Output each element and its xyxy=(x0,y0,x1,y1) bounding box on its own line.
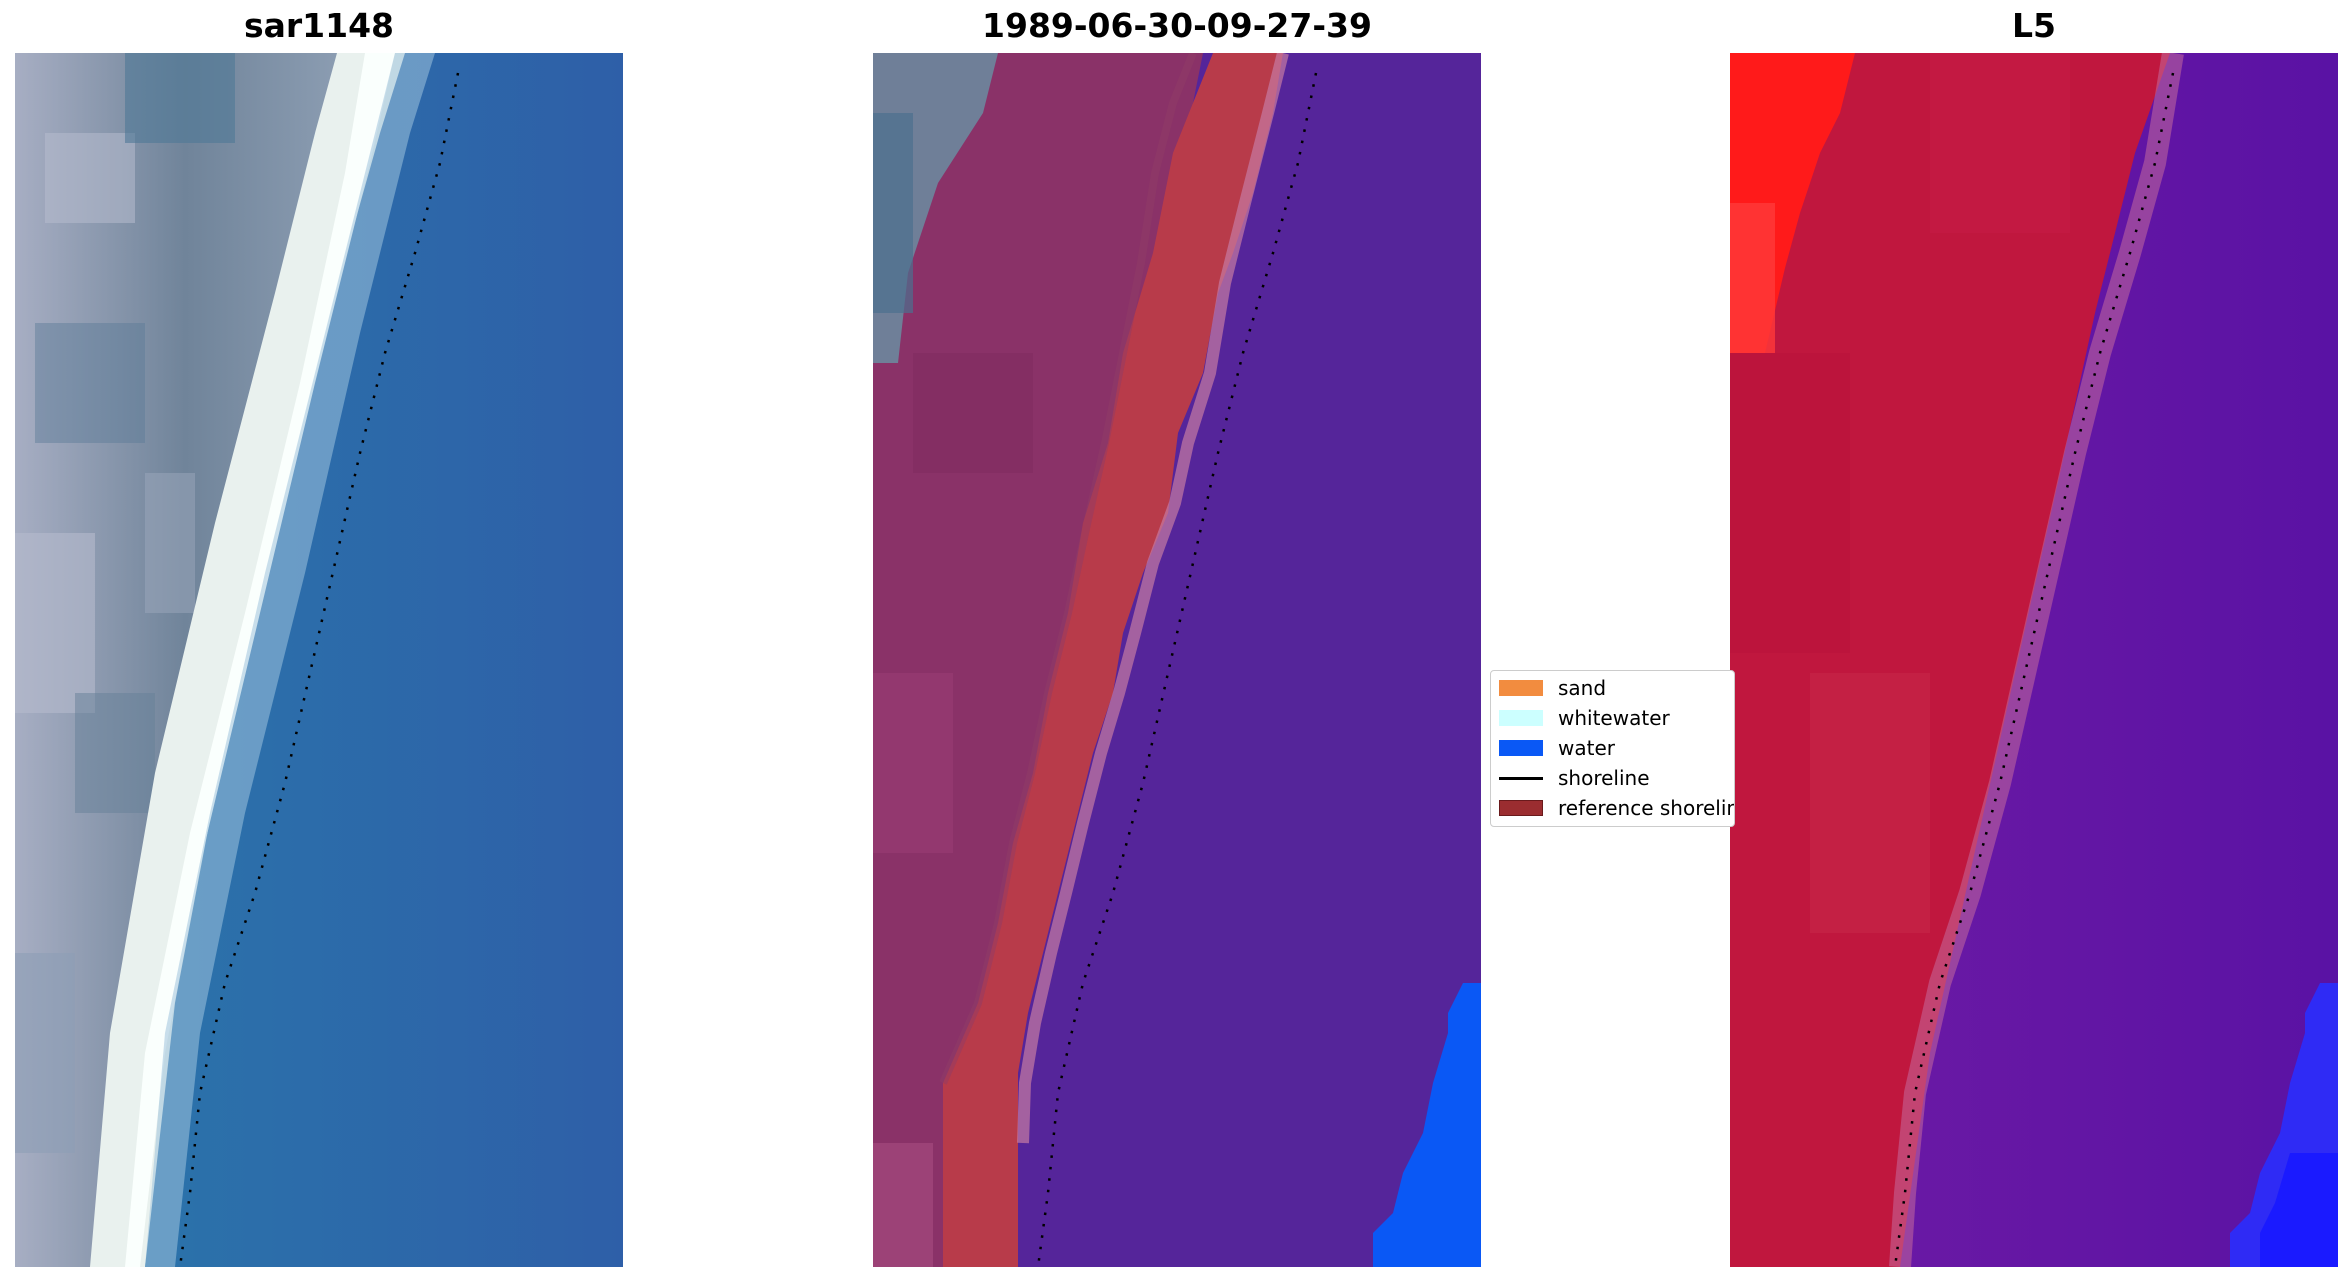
shoreline-line-icon xyxy=(1499,776,1543,780)
legend-item-sand: sand xyxy=(1499,676,1606,700)
l5-image xyxy=(1730,53,2338,1267)
legend-label-reference-shoreline: reference shoreline xyxy=(1558,796,1735,820)
legend-label-sand: sand xyxy=(1558,676,1607,700)
water-swatch xyxy=(1499,740,1543,756)
legend-item-whitewater: whitewater xyxy=(1499,706,1670,730)
legend-label-water: water xyxy=(1558,736,1615,760)
legend-item-reference-shoreline: reference shoreline xyxy=(1499,796,1735,820)
legend-item-shoreline: shoreline xyxy=(1499,766,1650,790)
middle-panel-title: 1989-06-30-09-27-39 xyxy=(982,6,1372,45)
whitewater-swatch xyxy=(1499,710,1543,726)
right-panel-title: L5 xyxy=(2012,6,2056,45)
legend: sand whitewater water shoreline referenc… xyxy=(1490,670,1735,827)
legend-label-whitewater: whitewater xyxy=(1558,706,1670,730)
legend-label-shoreline: shoreline xyxy=(1558,766,1650,790)
left-panel-title: sar1148 xyxy=(243,6,395,45)
reference-shoreline-swatch xyxy=(1499,800,1543,816)
sand-swatch xyxy=(1499,680,1543,696)
legend-item-water: water xyxy=(1499,736,1615,760)
satellite-rgb-image xyxy=(15,53,623,1267)
classification-image xyxy=(873,53,1481,1267)
